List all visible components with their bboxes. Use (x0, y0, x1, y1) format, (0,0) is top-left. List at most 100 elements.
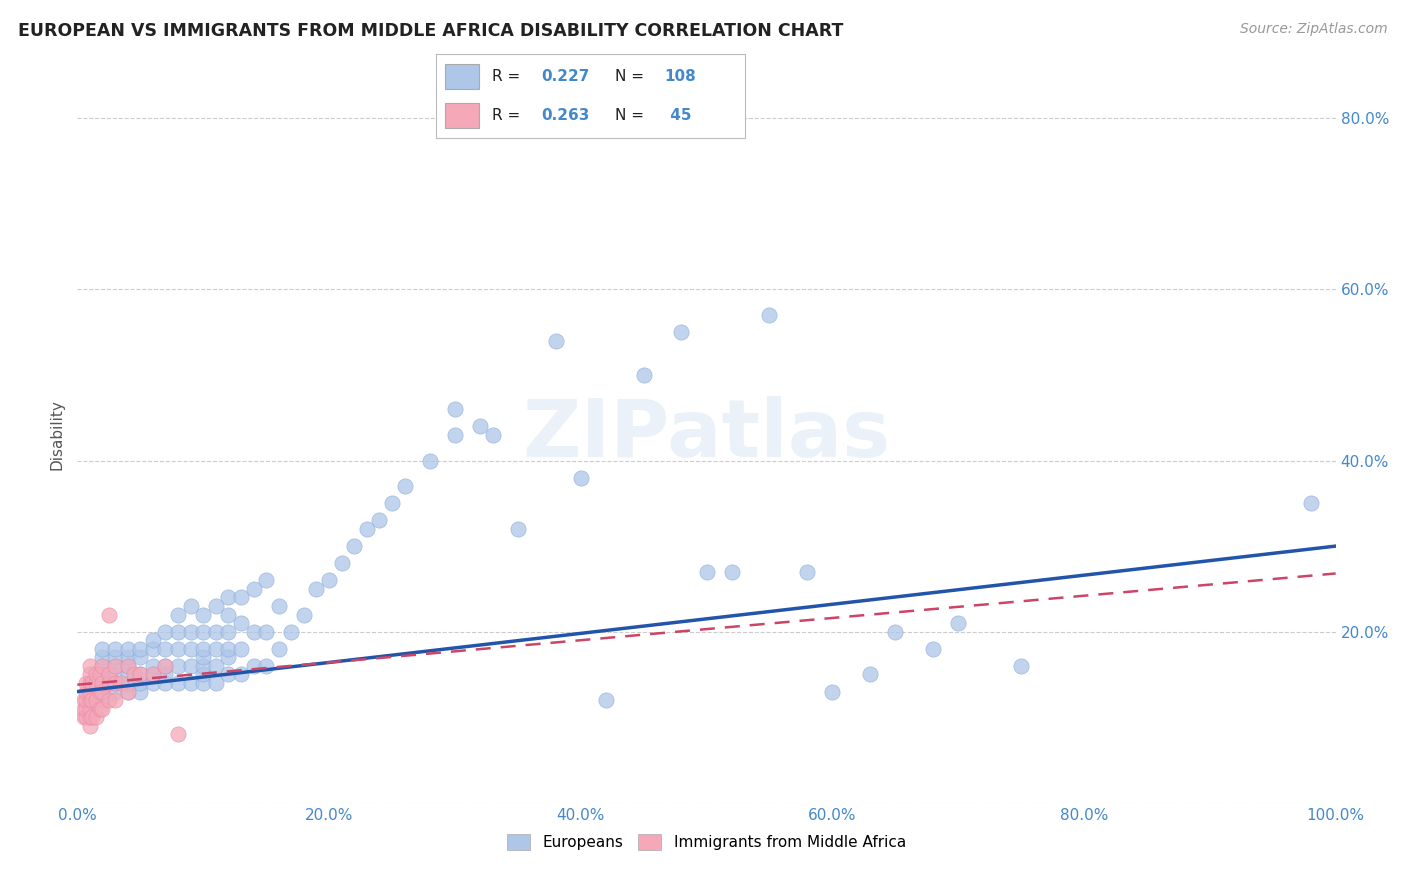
Point (104, 676, 127, 690)
Point (91, 676, 114, 690)
Point (91, 667, 114, 681)
Point (796, 565, 818, 579)
Point (129, 641, 152, 656)
Point (117, 650, 139, 665)
Point (444, 402, 467, 417)
Point (91, 659, 114, 673)
Point (155, 641, 177, 656)
Point (167, 641, 190, 656)
Text: R =: R = (492, 69, 524, 84)
Point (104, 659, 127, 673)
Point (1299, 496, 1322, 510)
Point (468, 419, 491, 434)
Point (671, 325, 693, 339)
Point (117, 684, 139, 698)
Point (129, 684, 152, 698)
Bar (446, 63, 479, 89)
Point (110, 676, 132, 690)
Point (191, 676, 215, 690)
Point (343, 539, 366, 553)
Point (191, 641, 215, 656)
Point (91, 650, 114, 665)
Point (84, 667, 107, 681)
Point (180, 676, 202, 690)
Point (204, 599, 226, 613)
Point (75, 676, 97, 690)
Point (204, 641, 226, 656)
Point (242, 624, 264, 639)
Point (859, 667, 882, 681)
Point (229, 667, 252, 681)
Point (180, 599, 202, 613)
Point (267, 599, 290, 613)
Point (75, 684, 97, 698)
Point (104, 641, 127, 656)
Point (79, 684, 101, 698)
Point (142, 667, 165, 681)
Point (280, 624, 302, 639)
Point (89, 667, 111, 681)
Point (117, 659, 139, 673)
Point (217, 591, 239, 605)
Point (204, 624, 226, 639)
Point (155, 659, 177, 673)
Point (79, 719, 101, 733)
Point (217, 650, 239, 665)
Legend: Europeans, Immigrants from Middle Africa: Europeans, Immigrants from Middle Africa (508, 834, 905, 850)
Point (191, 624, 215, 639)
Point (394, 479, 416, 493)
Point (204, 676, 226, 690)
Point (89, 684, 111, 698)
Point (79, 710, 101, 724)
Point (117, 684, 139, 698)
Point (104, 676, 127, 690)
Point (506, 522, 529, 536)
Point (91, 701, 114, 715)
Point (91, 659, 114, 673)
Point (180, 659, 202, 673)
Point (129, 667, 152, 681)
Point (129, 676, 152, 690)
Point (91, 641, 114, 656)
Point (922, 641, 945, 656)
Point (104, 667, 127, 681)
Text: ZIPatlas: ZIPatlas (523, 396, 890, 474)
Point (167, 676, 190, 690)
Point (104, 659, 127, 673)
Text: 0.263: 0.263 (541, 108, 589, 123)
Point (72, 693, 94, 707)
Point (191, 650, 215, 665)
Point (167, 624, 190, 639)
Point (948, 616, 970, 631)
Point (75, 710, 97, 724)
Point (368, 513, 391, 527)
Point (204, 659, 226, 673)
Point (242, 582, 264, 596)
Point (167, 659, 190, 673)
Point (84, 693, 107, 707)
Point (191, 607, 215, 622)
Point (884, 624, 907, 639)
Point (75, 693, 97, 707)
Point (142, 641, 165, 656)
Point (633, 368, 655, 382)
Point (75, 701, 97, 715)
Point (79, 684, 101, 698)
Point (117, 641, 139, 656)
Point (155, 624, 177, 639)
Point (217, 624, 239, 639)
Point (72, 701, 94, 715)
Point (79, 676, 101, 690)
Point (104, 650, 127, 665)
Text: 108: 108 (665, 69, 696, 84)
Point (229, 591, 252, 605)
Point (330, 556, 353, 570)
Text: R =: R = (492, 108, 524, 123)
Text: 45: 45 (665, 108, 692, 123)
Point (79, 701, 101, 715)
Point (82, 710, 104, 724)
Point (444, 427, 467, 442)
Point (217, 607, 239, 622)
Point (267, 641, 290, 656)
Point (89, 701, 111, 715)
